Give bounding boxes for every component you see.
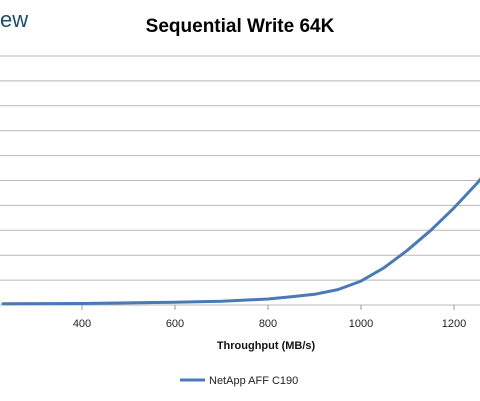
- x-tick-label: 800: [259, 318, 277, 330]
- legend-label: NetApp AFF C190: [209, 375, 298, 387]
- x-tick-labels: 20040060080010001200: [73, 305, 466, 330]
- chart-title: Sequential Write 64K: [146, 16, 335, 37]
- plot-area: [1, 177, 480, 306]
- legend: NetApp AFF C190: [180, 375, 298, 387]
- series-line: [1, 177, 480, 306]
- x-axis-label: Throughput (MB/s): [217, 340, 316, 352]
- x-tick-label: 1000: [349, 318, 373, 330]
- gridlines: [0, 55, 480, 306]
- x-tick-label: 600: [166, 318, 184, 330]
- x-tick-label: 1200: [442, 318, 466, 330]
- logo-text: ew: [0, 7, 28, 32]
- x-tick-label: 400: [73, 318, 91, 330]
